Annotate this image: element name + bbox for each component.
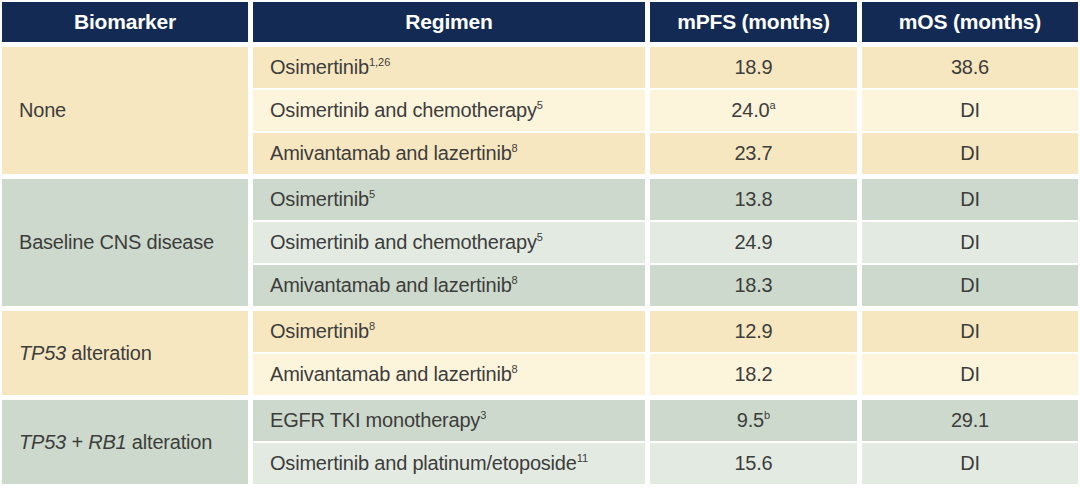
biomarker-label: None	[19, 99, 66, 121]
group-baseline-cns-disease: Baseline CNS disease Osimertinib5 13.8 D…	[2, 179, 1078, 306]
regimen-cell: Osimertinib5	[253, 179, 645, 220]
biomarker-label: alteration	[66, 342, 152, 364]
biomarker-label: Baseline CNS disease	[19, 231, 214, 253]
regimen-cell: Osimertinib1,26	[253, 47, 645, 88]
regimen-cell: Amivantamab and lazertinib8	[253, 354, 645, 395]
mos-cell: 29.1	[862, 400, 1078, 441]
mpfs-cell: 18.9	[650, 47, 857, 88]
group-none: None Osimertinib1,26 18.9 38.6 Osimertin…	[2, 47, 1078, 174]
mos-cell: DI	[862, 222, 1078, 263]
mpfs-cell: 12.9	[650, 311, 857, 352]
column-header-mpfs: mPFS (months)	[650, 2, 857, 42]
mpfs-cell: 15.6	[650, 443, 857, 484]
regimen-cell: Osimertinib and chemotherapy5	[253, 222, 645, 263]
biomarker-label: alteration	[127, 431, 213, 453]
regimen-cell: Osimertinib and chemotherapy5	[253, 90, 645, 131]
mpfs-cell: 24.9	[650, 222, 857, 263]
mpfs-cell: 9.5b	[650, 400, 857, 441]
mpfs-cell: 13.8	[650, 179, 857, 220]
biomarker-cell: None	[2, 47, 248, 174]
biomarker-cell: TP53 alteration	[2, 311, 248, 395]
mos-cell: DI	[862, 265, 1078, 306]
mos-cell: DI	[862, 179, 1078, 220]
mos-cell: DI	[862, 354, 1078, 395]
regimen-cell: Osimertinib and platinum/etoposide11	[253, 443, 645, 484]
column-header-biomarker: Biomarker	[2, 2, 248, 42]
outcomes-table: Biomarker Regimen mPFS (months) mOS (mon…	[0, 0, 1080, 496]
regimen-cell: Amivantamab and lazertinib8	[253, 265, 645, 306]
column-header-regimen: Regimen	[253, 2, 645, 42]
mpfs-cell: 18.3	[650, 265, 857, 306]
group-tp53-rb1-alteration: TP53 + RB1 alteration EGFR TKI monothera…	[2, 400, 1078, 484]
mos-cell: DI	[862, 443, 1078, 484]
mos-cell: DI	[862, 90, 1078, 131]
regimen-cell: Amivantamab and lazertinib8	[253, 133, 645, 174]
regimen-cell: Osimertinib8	[253, 311, 645, 352]
biomarker-gene: TP53	[19, 342, 66, 364]
table-header-row: Biomarker Regimen mPFS (months) mOS (mon…	[2, 2, 1078, 42]
mos-cell: DI	[862, 133, 1078, 174]
mpfs-cell: 18.2	[650, 354, 857, 395]
mpfs-cell: 23.7	[650, 133, 857, 174]
group-tp53-alteration: TP53 alteration Osimertinib8 12.9 DI Ami…	[2, 311, 1078, 395]
biomarker-gene: TP53 + RB1	[19, 431, 127, 453]
regimen-cell: EGFR TKI monotherapy3	[253, 400, 645, 441]
biomarker-cell: Baseline CNS disease	[2, 179, 248, 306]
mos-cell: DI	[862, 311, 1078, 352]
column-header-mos: mOS (months)	[862, 2, 1078, 42]
mpfs-cell: 24.0a	[650, 90, 857, 131]
mos-cell: 38.6	[862, 47, 1078, 88]
biomarker-cell: TP53 + RB1 alteration	[2, 400, 248, 484]
